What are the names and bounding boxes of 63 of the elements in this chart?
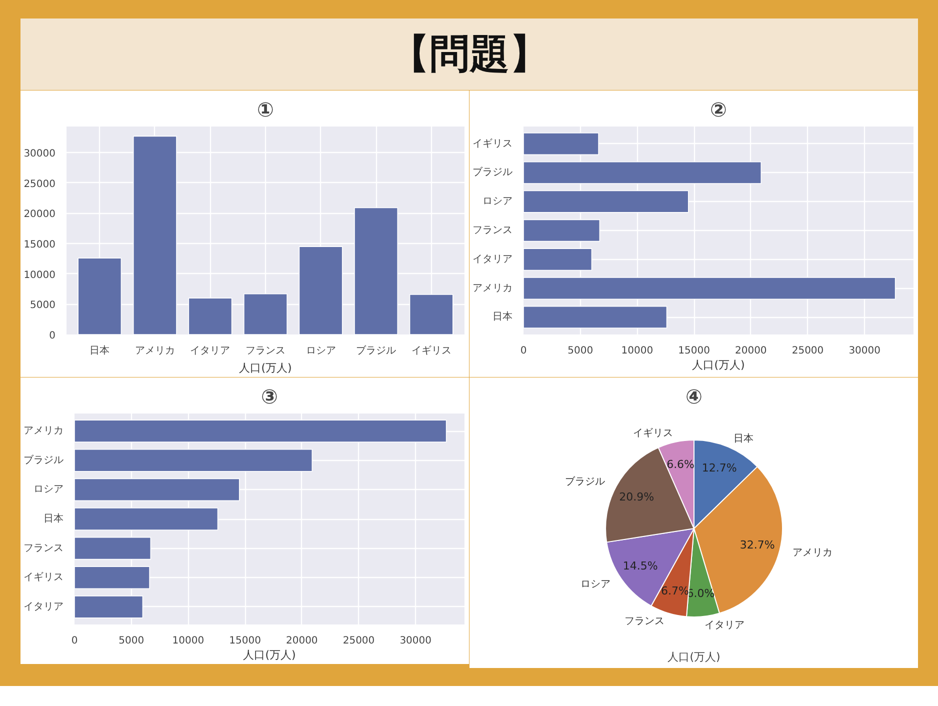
x-tick-label: 15000 xyxy=(678,346,710,356)
y-tick-label: イギリス xyxy=(472,137,512,150)
y-tick-label: イタリア xyxy=(472,254,512,265)
y-tick-label: 30000 xyxy=(24,148,56,160)
y-tick-label: イギリス xyxy=(24,571,64,584)
slice-label: ロシア xyxy=(580,578,611,590)
y-tick-label: 日本 xyxy=(492,310,512,323)
chart-title: ② xyxy=(710,98,727,122)
slice-label: フランス xyxy=(624,616,664,628)
slice-label: イタリア xyxy=(704,620,745,631)
x-axis-title: 人口(万人) xyxy=(239,362,292,374)
x-tick-label: 0 xyxy=(71,636,78,646)
x-tick-label: 15000 xyxy=(229,636,261,646)
y-tick-label: 0 xyxy=(49,330,56,342)
y-tick-label: フランス xyxy=(472,225,512,236)
x-tick-label: フランス xyxy=(246,346,286,356)
chart-title: ③ xyxy=(261,384,278,408)
y-tick-label: アメリカ xyxy=(472,282,512,294)
x-tick-label: ロシア xyxy=(306,346,336,356)
x-tick-label: 25000 xyxy=(342,636,375,646)
x-axis-title: 人口(万人) xyxy=(243,648,296,662)
x-tick-label: 20000 xyxy=(286,636,318,646)
y-tick-label: ロシア xyxy=(34,484,64,496)
y-tick-label: 5000 xyxy=(30,300,56,312)
data-label: 14.5% xyxy=(622,560,658,573)
x-tick-label: 0 xyxy=(520,346,527,356)
y-tick-label: アメリカ xyxy=(24,426,64,437)
chart-title: ④ xyxy=(686,384,702,408)
chart-title: ① xyxy=(257,98,274,122)
x-tick-label: 10000 xyxy=(621,346,654,356)
y-tick-label: イタリア xyxy=(24,601,64,612)
x-tick-label: 5000 xyxy=(568,346,594,356)
y-tick-label: ロシア xyxy=(482,196,512,208)
x-tick-label: 25000 xyxy=(792,346,824,356)
y-tick-label: 10000 xyxy=(24,270,56,281)
x-tick-label: 5000 xyxy=(118,636,144,646)
y-tick-label: フランス xyxy=(24,542,64,554)
slice-label: アメリカ xyxy=(792,547,832,558)
text: 【問題】 xyxy=(390,32,550,78)
x-tick-label: アメリカ xyxy=(134,346,175,356)
x-tick-label: 30000 xyxy=(848,346,881,356)
y-tick-label: ブラジル xyxy=(472,166,512,178)
data-label: 12.7% xyxy=(702,462,737,475)
x-tick-label: 日本 xyxy=(90,344,110,356)
y-tick-label: ブラジル xyxy=(24,454,64,466)
x-tick-label: 30000 xyxy=(400,636,432,646)
y-tick-label: 15000 xyxy=(24,240,56,251)
x-tick-label: 10000 xyxy=(172,636,204,646)
slice-label: ブラジル xyxy=(564,475,605,488)
x-axis-title: 人口(万人) xyxy=(692,358,745,372)
slice-label: イギリス xyxy=(633,426,674,439)
x-tick-label: ブラジル xyxy=(356,344,396,356)
y-tick-label: 25000 xyxy=(24,178,56,190)
x-tick-label: 20000 xyxy=(735,346,767,356)
data-label: 32.7% xyxy=(740,538,775,552)
y-tick-label: 20000 xyxy=(24,209,56,220)
x-tick-label: イタリア xyxy=(190,346,230,356)
data-label: 6.7% xyxy=(660,584,689,598)
text: 人口(万人) xyxy=(668,650,720,664)
data-label: 20.9% xyxy=(619,490,654,504)
x-tick-label: イギリス xyxy=(411,344,452,356)
y-tick-label: 日本 xyxy=(44,512,64,524)
slice-label: 日本 xyxy=(733,432,754,444)
